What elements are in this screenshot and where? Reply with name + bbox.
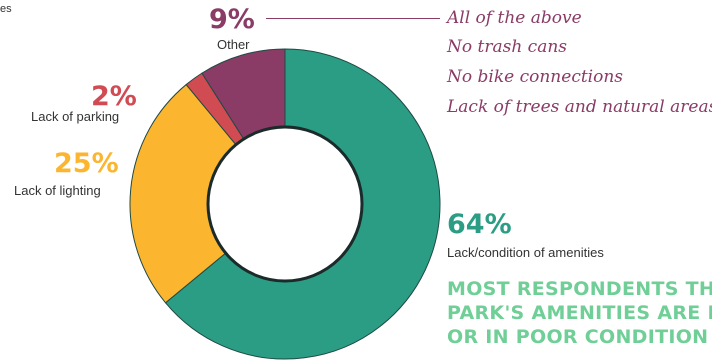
lighting-category-label: Lack of lighting: [14, 183, 101, 198]
callout-line: OR IN POOR CONDITION: [447, 326, 709, 348]
parking-category-label: Lack of parking: [31, 109, 120, 124]
other-breakdown-item: No trash cans: [447, 37, 568, 57]
amenities-category-label: Lack/condition of amenities: [447, 245, 604, 260]
lighting-percent-label: 25%: [54, 148, 119, 179]
other-category-label: Other: [217, 37, 250, 52]
other-breakdown-item: All of the above: [447, 8, 582, 28]
other-breakdown-item: No bike connections: [447, 67, 624, 87]
callout-line: MOST RESPONDENTS TH: [447, 278, 712, 300]
other-percent-label: 9%: [209, 4, 255, 35]
donut-hole: [206, 125, 364, 283]
callout-line: PARK'S AMENITIES ARE L: [447, 302, 712, 324]
cropped-label-fragment: es: [0, 3, 12, 15]
other-leader-line: [266, 18, 440, 19]
amenities-percent-label: 64%: [447, 209, 512, 240]
other-breakdown-item: Lack of trees and natural areas: [447, 97, 712, 117]
parking-percent-label: 2%: [91, 81, 137, 112]
